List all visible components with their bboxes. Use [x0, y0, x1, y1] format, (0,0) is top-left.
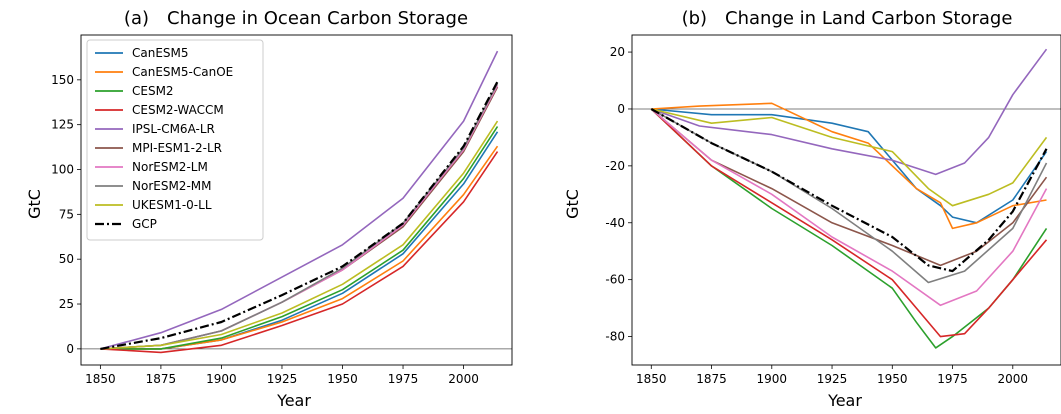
- series-line-canesm5-canoe: [651, 102, 1047, 230]
- x-tick-label: 1875: [146, 372, 177, 386]
- legend-label-mpi-esm1-2-lr: MPI-ESM1-2-LR: [132, 141, 222, 155]
- y-tick-label: 125: [51, 118, 74, 132]
- x-axis-label-ocean: Year: [276, 391, 311, 410]
- x-tick-label: 1950: [327, 372, 358, 386]
- x-tick-label: 1875: [696, 372, 727, 386]
- y-axis-label-ocean: GtC: [25, 189, 44, 219]
- legend-label-noresm2-lm: NorESM2-LM: [132, 160, 208, 174]
- series-line-ipsl-cm6a-lr: [100, 50, 499, 350]
- x-tick-label: 1975: [937, 372, 968, 386]
- x-tick-label: 1900: [757, 372, 788, 386]
- y-tick-label: -40: [605, 216, 625, 230]
- x-axis-label-land: Year: [827, 391, 862, 410]
- series-line-ukesm1-0-ll: [100, 120, 499, 350]
- legend-label-cesm2: CESM2: [132, 84, 174, 98]
- axes-frame: [631, 34, 1061, 366]
- y-tick-label: 0: [66, 342, 74, 356]
- legend-label-gcp: GCP: [132, 217, 157, 231]
- x-tick-label: 1850: [85, 372, 116, 386]
- y-tick-label: 150: [51, 73, 74, 87]
- series-line-ukesm1-0-ll: [651, 108, 1048, 207]
- legend-label-canesm5-canoe: CanESM5-CanOE: [132, 65, 233, 79]
- y-tick-label: 100: [51, 163, 74, 177]
- x-tick-label: 1975: [388, 372, 419, 386]
- legend-box: [86, 39, 264, 241]
- legend: CanESM5 CanESM5-CanOE CESM2 CESM2-WACCM IPSL…: [86, 39, 264, 241]
- series-line-cesm2-waccm: [100, 151, 499, 354]
- y-tick-label: -60: [605, 273, 625, 287]
- series-line-gcp: [100, 81, 499, 350]
- legend-label-canesm5: CanESM5: [132, 46, 189, 60]
- x-tick-label: 1925: [267, 372, 298, 386]
- series-line-cesm2: [100, 126, 499, 350]
- legend-label-ukesm1-0-ll: UKESM1-0-LL: [132, 198, 212, 212]
- axes-frame: [80, 34, 513, 366]
- series-line-mpi-esm1-2-lr: [650, 108, 1048, 267]
- y-tick-label: 0: [617, 102, 625, 116]
- series-line-gcp: [650, 108, 1048, 273]
- y-tick-label: 25: [59, 297, 74, 311]
- legend-label-noresm2-mm: NorESM2-MM: [132, 179, 211, 193]
- chart-title-land: (b) Change in Land Carbon Storage: [682, 8, 1013, 29]
- ocean-carbon-panel: (a) Change in Ocean Carbon Storage Year G…: [25, 8, 513, 410]
- y-tick-label: 20: [610, 45, 625, 59]
- y-tick-label: -20: [605, 159, 625, 173]
- series-line-ipsl-cm6a-lr: [651, 48, 1048, 176]
- y-axis-label-land: GtC: [563, 189, 582, 219]
- x-tick-label: 1900: [206, 372, 237, 386]
- series-line-noresm2-lm: [650, 108, 1048, 307]
- y-tick-label: 50: [59, 252, 74, 266]
- x-tick-label: 1925: [817, 372, 848, 386]
- series-line-cesm2-waccm: [650, 108, 1048, 338]
- y-tick-label: 75: [59, 207, 74, 221]
- x-tick-label: 2000: [998, 372, 1029, 386]
- series-group: [100, 50, 499, 354]
- chart-title-ocean: (a) Change in Ocean Carbon Storage: [124, 8, 468, 29]
- y-tick-label: -80: [605, 330, 625, 344]
- land-carbon-panel: (b) Change in Land Carbon Storage Year Gt…: [563, 8, 1061, 410]
- legend-label-ipsl-cm6a-lr: IPSL-CM6A-LR: [132, 122, 215, 136]
- x-tick-label: 2000: [448, 372, 479, 386]
- series-group: [650, 48, 1048, 349]
- series-line-noresm2-mm: [650, 108, 1048, 284]
- x-tick-label: 1850: [636, 372, 667, 386]
- x-tick-label: 1950: [877, 372, 908, 386]
- legend-label-cesm2-waccm: CESM2-WACCM: [132, 103, 224, 117]
